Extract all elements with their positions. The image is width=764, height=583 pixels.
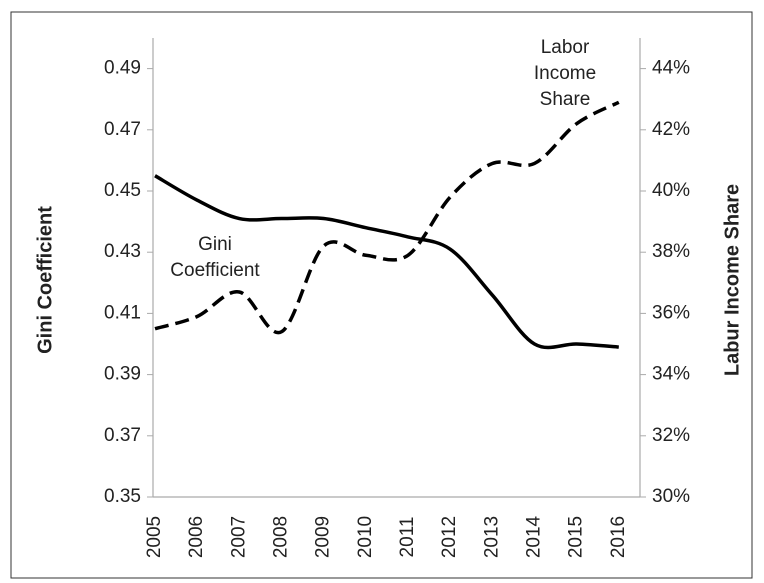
y-tick-label: 0.35: [104, 486, 141, 507]
x-tick-label: 2016: [608, 516, 629, 558]
y-tick-label: 0.39: [104, 364, 141, 385]
annotation: Income: [534, 63, 596, 84]
x-tick-label: 2015: [566, 516, 587, 558]
y-tick-label: 0.43: [104, 241, 141, 262]
annotation: Share: [540, 89, 591, 110]
x-tick-label: 2005: [144, 516, 165, 558]
x-tick-label: 2013: [481, 516, 502, 558]
x-tick-label: 2009: [313, 516, 334, 558]
y2-tick-label: 36%: [652, 302, 690, 323]
y2-tick-label: 32%: [652, 425, 690, 446]
y-tick-label: 0.41: [104, 302, 141, 323]
y-tick-label: 0.37: [104, 425, 141, 446]
y-tick-label: 0.47: [104, 119, 141, 140]
y2-tick-label: 44%: [652, 58, 690, 79]
y2-axis-label: Labur Income Share: [721, 184, 743, 376]
annotation: Gini: [198, 234, 232, 255]
x-tick-label: 2006: [186, 516, 207, 558]
y-tick-label: 0.49: [104, 58, 141, 79]
annotation: Labor: [541, 37, 590, 58]
y-axis-label: Gini Coefficient: [34, 206, 56, 354]
line-series: [154, 100, 620, 335]
y2-tick-label: 30%: [652, 486, 690, 507]
y2-tick-label: 38%: [652, 241, 690, 262]
y2-tick-label: 42%: [652, 119, 690, 140]
x-tick-label: 2010: [355, 516, 376, 558]
x-tick-label: 2011: [397, 517, 418, 558]
y2-tick-label: 40%: [652, 180, 690, 201]
x-tick-label: 2007: [228, 516, 249, 558]
x-tick-label: 2008: [271, 516, 292, 558]
line-series: [154, 174, 619, 350]
frame: [10, 11, 753, 579]
y-tick-label: 0.45: [104, 180, 141, 201]
y2-tick-label: 34%: [652, 364, 690, 385]
annotation: Coefficient: [170, 260, 260, 281]
x-tick-label: 2012: [439, 516, 460, 558]
x-tick-label: 2014: [523, 515, 544, 558]
